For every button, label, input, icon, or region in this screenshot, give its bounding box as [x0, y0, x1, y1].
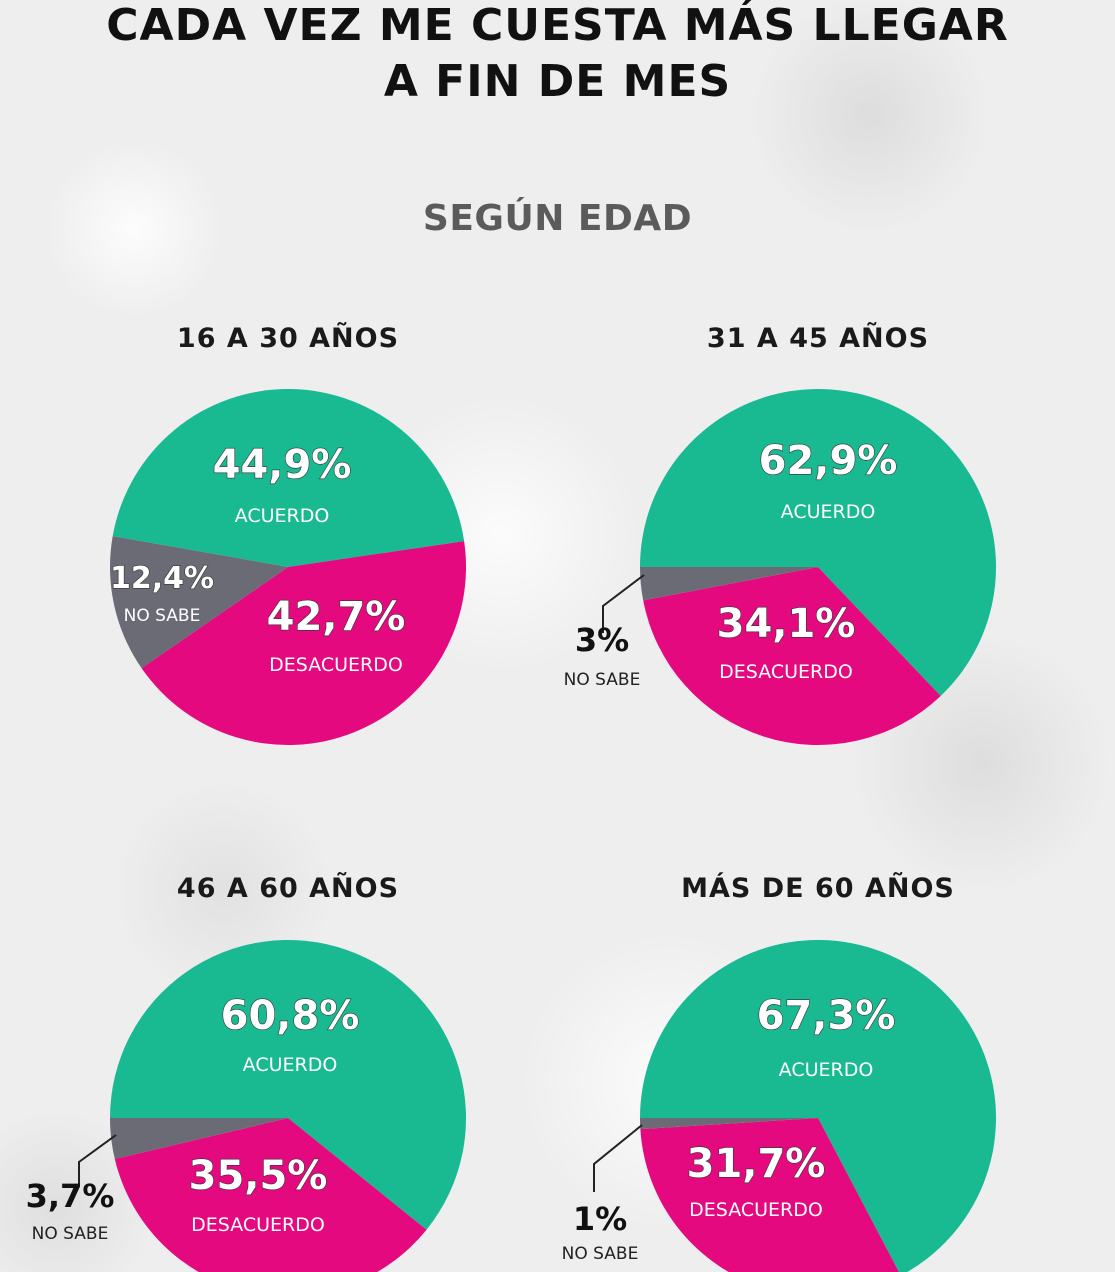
label-desacuerdo-mas-60: DESACUERDO [689, 1199, 823, 1221]
label-no-sabe-31-45: NO SABE [564, 670, 641, 690]
value-desacuerdo-46-60: 35,5% [189, 1153, 328, 1199]
value-acuerdo-31-45: 62,9% [759, 438, 898, 484]
slice-desacuerdo-31-45 [643, 567, 941, 746]
slice-desacuerdo-16-30 [141, 541, 467, 746]
page-title-line-1: CADA VEZ ME CUESTA MÁS LLEGAR [106, 0, 1009, 51]
label-desacuerdo-16-30: DESACUERDO [269, 654, 403, 676]
leader-line-mas-60 [593, 1124, 643, 1192]
value-acuerdo-46-60: 60,8% [221, 993, 360, 1039]
slice-acuerdo-31-45 [640, 388, 997, 696]
label-acuerdo-31-45: ACUERDO [781, 501, 876, 523]
label-acuerdo-16-30: ACUERDO [235, 505, 330, 527]
slice-no-sabe-31-45 [640, 567, 818, 601]
label-desacuerdo-46-60: DESACUERDO [191, 1214, 325, 1236]
value-acuerdo-mas-60: 67,3% [757, 993, 896, 1039]
pie-16-30 [109, 388, 467, 746]
pie-title-mas-60: MÁS DE 60 AÑOS [681, 873, 955, 904]
leader-line-31-45 [602, 574, 645, 633]
value-desacuerdo-16-30: 42,7% [267, 594, 406, 640]
value-no-sabe-mas-60: 1% [573, 1200, 627, 1238]
slice-no-sabe-mas-60 [639, 1118, 818, 1130]
slice-desacuerdo-46-60 [114, 1118, 427, 1272]
label-desacuerdo-31-45: DESACUERDO [719, 661, 853, 683]
slice-no-sabe-46-60 [110, 1118, 288, 1160]
value-acuerdo-16-30: 44,9% [213, 442, 352, 488]
label-no-sabe-46-60: NO SABE [32, 1224, 109, 1244]
pie-title-46-60: 46 A 60 AÑOS [176, 873, 400, 904]
pie-title-16-30: 16 A 30 AÑOS [176, 323, 400, 354]
leader-line-46-60 [78, 1134, 117, 1187]
slice-acuerdo-46-60 [110, 940, 466, 1230]
pie-46-60 [110, 940, 466, 1272]
value-no-sabe-46-60: 3,7% [26, 1177, 115, 1215]
slice-desacuerdo-mas-60 [640, 1118, 899, 1272]
page-subtitle: SEGÚN EDAD [422, 198, 693, 239]
value-no-sabe-31-45: 3% [575, 621, 629, 659]
value-desacuerdo-mas-60: 31,7% [687, 1141, 826, 1187]
slice-acuerdo-16-30 [112, 388, 465, 567]
pie-title-31-45: 31 A 45 AÑOS [706, 323, 930, 354]
pie-31-45 [640, 388, 997, 746]
slice-no-sabe-16-30 [109, 536, 289, 669]
label-no-sabe-16-30: NO SABE [124, 606, 201, 626]
label-acuerdo-mas-60: ACUERDO [779, 1059, 874, 1081]
page-title-line-2: A FIN DE MES [383, 56, 732, 107]
label-no-sabe-mas-60: NO SABE [562, 1244, 639, 1264]
label-acuerdo-46-60: ACUERDO [243, 1054, 338, 1076]
value-no-sabe-16-30: 12,4% [110, 561, 214, 596]
value-desacuerdo-31-45: 34,1% [717, 601, 856, 647]
slice-acuerdo-mas-60 [640, 940, 996, 1272]
pie-mas-60 [639, 940, 996, 1272]
